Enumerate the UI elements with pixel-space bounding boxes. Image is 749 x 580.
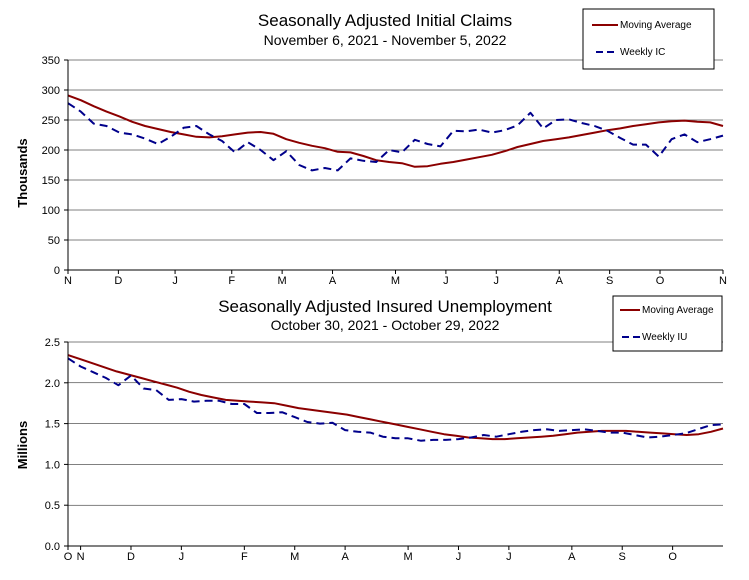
x-tick-label: A <box>556 275 564 287</box>
x-tick-label: F <box>241 551 248 563</box>
chart-subtitle: November 6, 2021 - November 5, 2022 <box>264 32 507 48</box>
x-tick-label: O <box>656 275 665 287</box>
x-tick-label: O <box>64 551 73 563</box>
y-tick-label: 2.5 <box>45 337 60 349</box>
x-tick-label: J <box>456 551 462 563</box>
x-tick-label: M <box>290 551 299 563</box>
y-tick-label: 100 <box>42 205 60 217</box>
x-tick-label: M <box>391 275 400 287</box>
y-tick-label: 0.0 <box>45 541 60 553</box>
legend-box <box>582 8 715 70</box>
series-line-moving-average <box>67 94 724 168</box>
x-tick-label: F <box>228 275 235 287</box>
legend-label-weekly-ic: Weekly IC <box>620 47 665 58</box>
x-tick-label: A <box>568 551 576 563</box>
series-line-moving-average <box>67 354 724 441</box>
y-tick-label: 0 <box>54 265 60 277</box>
x-tick-label: A <box>341 551 349 563</box>
x-tick-label: M <box>404 551 413 563</box>
y-tick-label: 200 <box>42 145 60 157</box>
y-tick-label: 1.0 <box>45 459 60 471</box>
y-tick-label: 150 <box>42 175 60 187</box>
y-tick-label: 50 <box>48 235 60 247</box>
x-tick-label: S <box>619 551 626 563</box>
legend-box <box>612 295 723 352</box>
legend: Moving Average Weekly IU <box>612 295 723 352</box>
y-tick-label: 350 <box>42 55 60 67</box>
x-tick-label: N <box>64 275 72 287</box>
chart-subtitle: October 30, 2021 - October 29, 2022 <box>271 317 500 333</box>
x-tick-label: A <box>329 275 337 287</box>
series-line-weekly-ic <box>67 102 724 172</box>
y-tick-label: 1.5 <box>45 419 60 431</box>
initial-claims-chart: Seasonally Adjusted Initial Claims Novem… <box>15 8 727 287</box>
x-tick-label: D <box>127 551 135 563</box>
x-tick-label: O <box>668 551 677 563</box>
y-tick-label: 0.5 <box>45 500 60 512</box>
chart-title: Seasonally Adjusted Insured Unemployment <box>218 297 552 316</box>
legend-label-moving-average: Moving Average <box>642 305 714 316</box>
x-tick-label: J <box>494 275 500 287</box>
x-tick-label: M <box>278 275 287 287</box>
y-axis-label: Millions <box>15 421 30 469</box>
x-tick-label: J <box>179 551 185 563</box>
y-tick-label: 2.0 <box>45 378 60 390</box>
x-tick-label: J <box>443 275 449 287</box>
legend-label-moving-average: Moving Average <box>620 20 692 31</box>
legend-label-weekly-iu: Weekly IU <box>642 332 687 343</box>
x-tick-label: J <box>172 275 178 287</box>
chart-title: Seasonally Adjusted Initial Claims <box>258 11 512 30</box>
series-line-weekly-iu <box>67 357 724 442</box>
insured-unemployment-chart: Seasonally Adjusted Insured Unemployment… <box>15 295 724 563</box>
x-tick-label: N <box>77 551 85 563</box>
x-tick-label: S <box>606 275 613 287</box>
x-tick-label: D <box>114 275 122 287</box>
legend: Moving Average Weekly IC <box>582 8 715 70</box>
x-tick-label: J <box>506 551 512 563</box>
x-tick-label: N <box>719 275 727 287</box>
y-axis-label: Thousands <box>15 138 30 207</box>
y-tick-label: 250 <box>42 115 60 127</box>
y-tick-label: 300 <box>42 85 60 97</box>
